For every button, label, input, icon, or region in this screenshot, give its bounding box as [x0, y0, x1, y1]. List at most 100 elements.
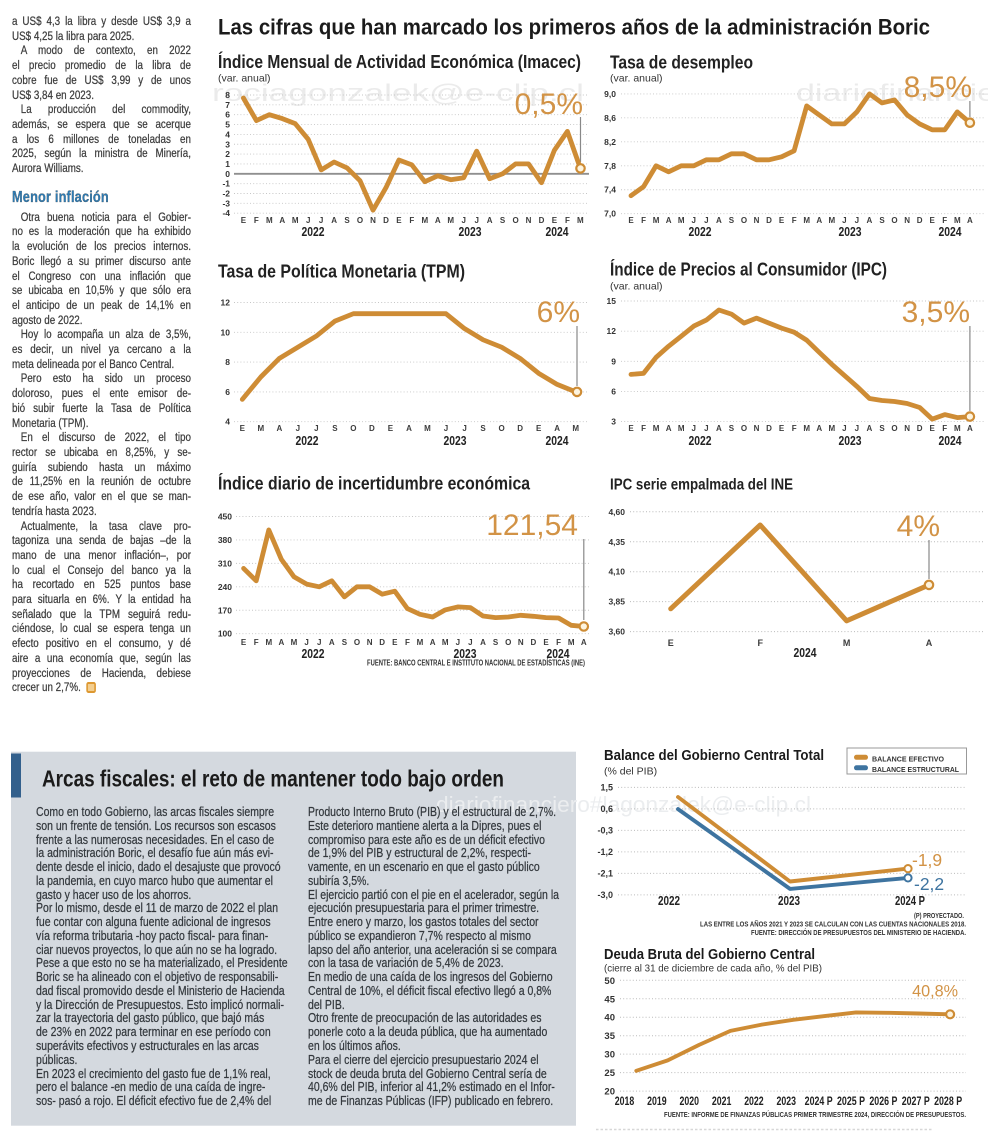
svg-text:D: D: [379, 638, 385, 647]
svg-text:2026 P: 2026 P: [869, 1096, 897, 1108]
svg-text:A: A: [967, 424, 973, 433]
svg-text:O: O: [891, 216, 897, 225]
svg-text:6%: 6%: [537, 296, 580, 329]
svg-text:D: D: [531, 638, 537, 647]
svg-text:J: J: [296, 424, 300, 433]
svg-text:J: J: [456, 638, 460, 647]
svg-text:45: 45: [604, 994, 615, 1005]
svg-text:E: E: [396, 216, 402, 225]
svg-text:3: 3: [225, 139, 230, 149]
svg-text:2018: 2018: [615, 1096, 635, 1108]
svg-text:7: 7: [225, 100, 230, 110]
svg-text:F: F: [641, 216, 646, 225]
svg-text:Tasa de Política Monetaria (TP: Tasa de Política Monetaria (TPM): [218, 262, 465, 282]
svg-text:M: M: [828, 424, 835, 433]
svg-text:-1: -1: [222, 179, 230, 189]
svg-text:8: 8: [225, 90, 230, 100]
svg-text:2023: 2023: [778, 894, 800, 908]
svg-text:J: J: [842, 216, 846, 225]
svg-text:M: M: [266, 216, 273, 225]
svg-text:2024 P: 2024 P: [895, 894, 925, 908]
svg-text:2024: 2024: [939, 434, 962, 448]
svg-text:E: E: [628, 424, 634, 433]
svg-text:M: M: [678, 216, 685, 225]
svg-text:N: N: [904, 424, 910, 433]
svg-text:S: S: [500, 216, 506, 225]
svg-text:-3,0: -3,0: [597, 890, 613, 900]
svg-text:O: O: [741, 424, 747, 433]
svg-text:D: D: [917, 424, 923, 433]
svg-text:O: O: [741, 216, 747, 225]
svg-text:S: S: [332, 424, 338, 433]
svg-text:Balance del Gobierno Central T: Balance del Gobierno Central Total: [604, 748, 824, 764]
svg-text:6: 6: [225, 387, 230, 397]
svg-text:S: S: [344, 216, 350, 225]
svg-text:2024: 2024: [939, 225, 962, 239]
svg-text:A: A: [581, 638, 587, 647]
svg-text:D: D: [539, 216, 545, 225]
svg-text:-3: -3: [222, 198, 230, 208]
svg-text:121,54: 121,54: [486, 509, 578, 542]
svg-text:M: M: [843, 638, 851, 648]
svg-text:(var. anual): (var. anual): [218, 73, 271, 85]
svg-text:J: J: [692, 216, 696, 225]
svg-text:2028 P: 2028 P: [934, 1096, 962, 1108]
svg-text:N: N: [518, 638, 524, 647]
svg-text:Índice de Precios al Consumido: Índice de Precios al Consumidor (IPC): [610, 259, 887, 280]
svg-text:310: 310: [218, 558, 232, 568]
svg-text:-1,9: -1,9: [912, 850, 942, 870]
svg-text:E: E: [388, 424, 394, 433]
svg-text:J: J: [306, 216, 310, 225]
svg-text:4,10: 4,10: [608, 567, 625, 577]
svg-text:BALANCE ESTRUCTURAL: BALANCE ESTRUCTURAL: [872, 765, 959, 774]
svg-text:20: 20: [604, 1087, 615, 1098]
svg-text:N: N: [904, 216, 910, 225]
svg-text:M: M: [954, 424, 961, 433]
svg-text:O: O: [891, 424, 897, 433]
svg-text:A: A: [279, 638, 285, 647]
svg-text:(var. anual): (var. anual): [610, 281, 663, 293]
svg-text:A: A: [554, 424, 560, 433]
svg-text:M: M: [442, 638, 449, 647]
svg-text:1: 1: [225, 159, 230, 169]
svg-text:J: J: [461, 216, 465, 225]
svg-text:A: A: [331, 216, 337, 225]
svg-text:J: J: [692, 424, 696, 433]
svg-text:A: A: [329, 638, 335, 647]
svg-text:2022: 2022: [658, 894, 680, 908]
svg-text:2021: 2021: [712, 1096, 732, 1108]
svg-text:M: M: [828, 216, 835, 225]
svg-text:2022: 2022: [302, 225, 325, 239]
svg-text:2020: 2020: [679, 1096, 699, 1108]
svg-text:diariofinanciero#lagonzalek@e-: diariofinanciero#lagonzalek@e-clip.cl: [436, 792, 811, 817]
svg-text:M: M: [265, 638, 272, 647]
svg-text:(var. anual): (var. anual): [610, 73, 663, 85]
svg-text:F: F: [641, 424, 646, 433]
svg-text:Arcas fiscales: el reto de man: Arcas fiscales: el reto de mantener todo…: [42, 766, 504, 792]
svg-text:F: F: [792, 216, 797, 225]
svg-text:2024: 2024: [547, 647, 570, 661]
svg-text:2022: 2022: [744, 1096, 764, 1108]
svg-text:2023: 2023: [839, 225, 862, 239]
svg-text:IPC serie empalmada del INE: IPC serie empalmada del INE: [610, 477, 793, 494]
svg-text:8: 8: [225, 357, 230, 367]
svg-text:M: M: [422, 216, 429, 225]
svg-text:4: 4: [225, 417, 230, 427]
svg-text:E: E: [930, 424, 936, 433]
svg-text:M: M: [653, 424, 660, 433]
svg-text:F: F: [254, 638, 259, 647]
svg-text:A: A: [279, 216, 285, 225]
svg-text:A: A: [435, 216, 441, 225]
svg-text:O: O: [350, 424, 356, 433]
svg-text:J: J: [704, 424, 708, 433]
svg-text:A: A: [276, 424, 282, 433]
svg-text:2023: 2023: [459, 225, 482, 239]
svg-text:9: 9: [611, 356, 616, 366]
svg-text:2024: 2024: [546, 225, 569, 239]
svg-text:5: 5: [225, 120, 230, 130]
svg-text:S: S: [342, 638, 348, 647]
svg-text:S: S: [879, 216, 885, 225]
svg-text:F: F: [409, 216, 414, 225]
svg-text:100: 100: [218, 629, 232, 639]
svg-text:J: J: [468, 638, 472, 647]
